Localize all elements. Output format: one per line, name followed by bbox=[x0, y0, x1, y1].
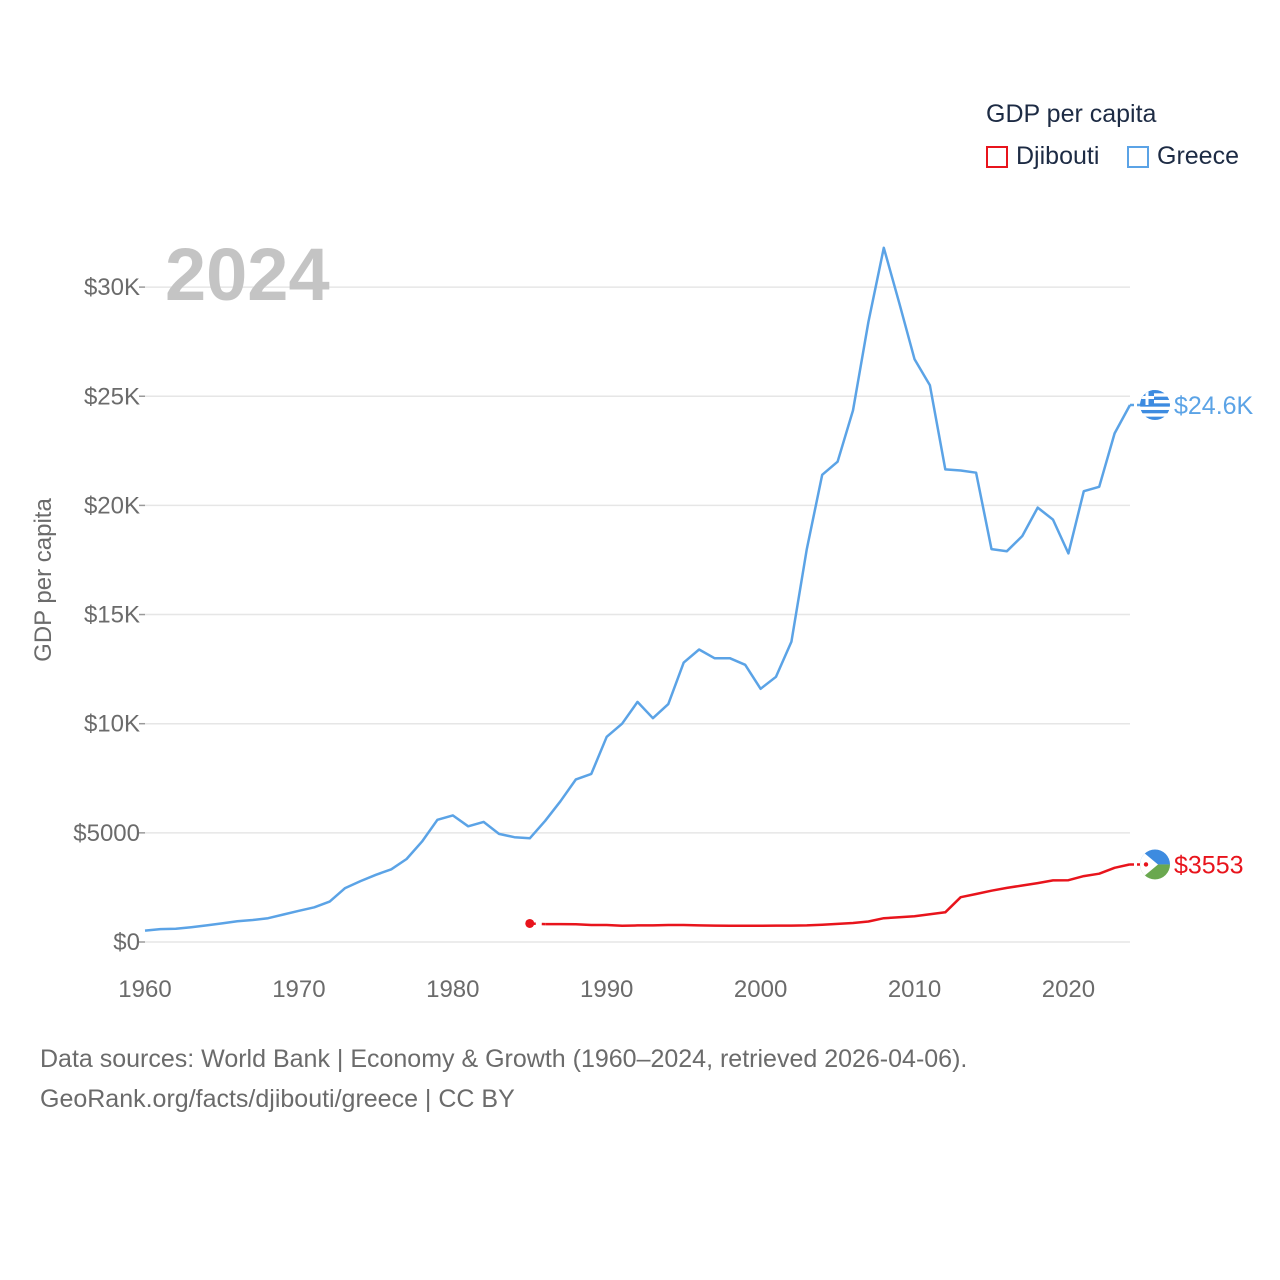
legend-label-djibouti: Djibouti bbox=[1016, 142, 1100, 170]
x-tick-label: 2010 bbox=[888, 976, 941, 1003]
x-tick-label: 2020 bbox=[1042, 976, 1095, 1003]
y-tick-label: $0 bbox=[113, 929, 140, 956]
legend-item-greece[interactable]: Greece bbox=[1127, 142, 1239, 171]
y-tick-label: $15K bbox=[84, 602, 140, 629]
series-line-greece bbox=[144, 246, 1132, 932]
series-line-djibouti bbox=[545, 863, 1131, 928]
legend-title: GDP per capita bbox=[986, 100, 1157, 128]
series-lines bbox=[144, 246, 1132, 932]
djibouti-flag-icon bbox=[1140, 849, 1170, 880]
y-tick-label: $25K bbox=[84, 383, 140, 410]
y-axis-ticks: $0 $5000 $10K $15K $20K $25K $30K bbox=[73, 274, 140, 956]
footer-sources: Data sources: World Bank | Economy & Gro… bbox=[40, 1045, 968, 1073]
x-axis-ticks: 1960 1970 1980 1990 2000 2010 2020 bbox=[118, 976, 1095, 1003]
x-tick-label: 1970 bbox=[272, 976, 325, 1003]
footer-attribution[interactable]: GeoRank.org/facts/djibouti/greece | CC B… bbox=[40, 1085, 515, 1113]
y-tick-label: $10K bbox=[84, 711, 140, 738]
x-tick-label: 1990 bbox=[580, 976, 633, 1003]
legend-swatch-djibouti bbox=[986, 145, 1008, 168]
x-tick-label: 2000 bbox=[734, 976, 787, 1003]
y-axis-label: GDP per capita bbox=[30, 498, 57, 662]
x-tick-label: 1980 bbox=[426, 976, 479, 1003]
y-tick-label: $30K bbox=[84, 274, 140, 301]
end-value-label-greece: $24.6K bbox=[1174, 392, 1254, 420]
end-value-label-djibouti: $3553 bbox=[1174, 851, 1244, 879]
gridlines bbox=[139, 286, 1130, 943]
legend-item-djibouti[interactable]: Djibouti bbox=[986, 142, 1099, 171]
year-watermark: 2024 bbox=[165, 233, 330, 316]
x-tick-label: 1960 bbox=[118, 976, 171, 1003]
y-tick-label: $5000 bbox=[73, 820, 140, 847]
series-dashed-segment-djibouti bbox=[529, 922, 546, 926]
legend-label-greece: Greece bbox=[1157, 142, 1239, 170]
greece-flag-icon bbox=[1140, 389, 1170, 420]
end-markers: $24.6K $3553 bbox=[1130, 389, 1254, 880]
legend-swatch-greece bbox=[1127, 145, 1149, 168]
y-tick-label: $20K bbox=[84, 492, 140, 519]
